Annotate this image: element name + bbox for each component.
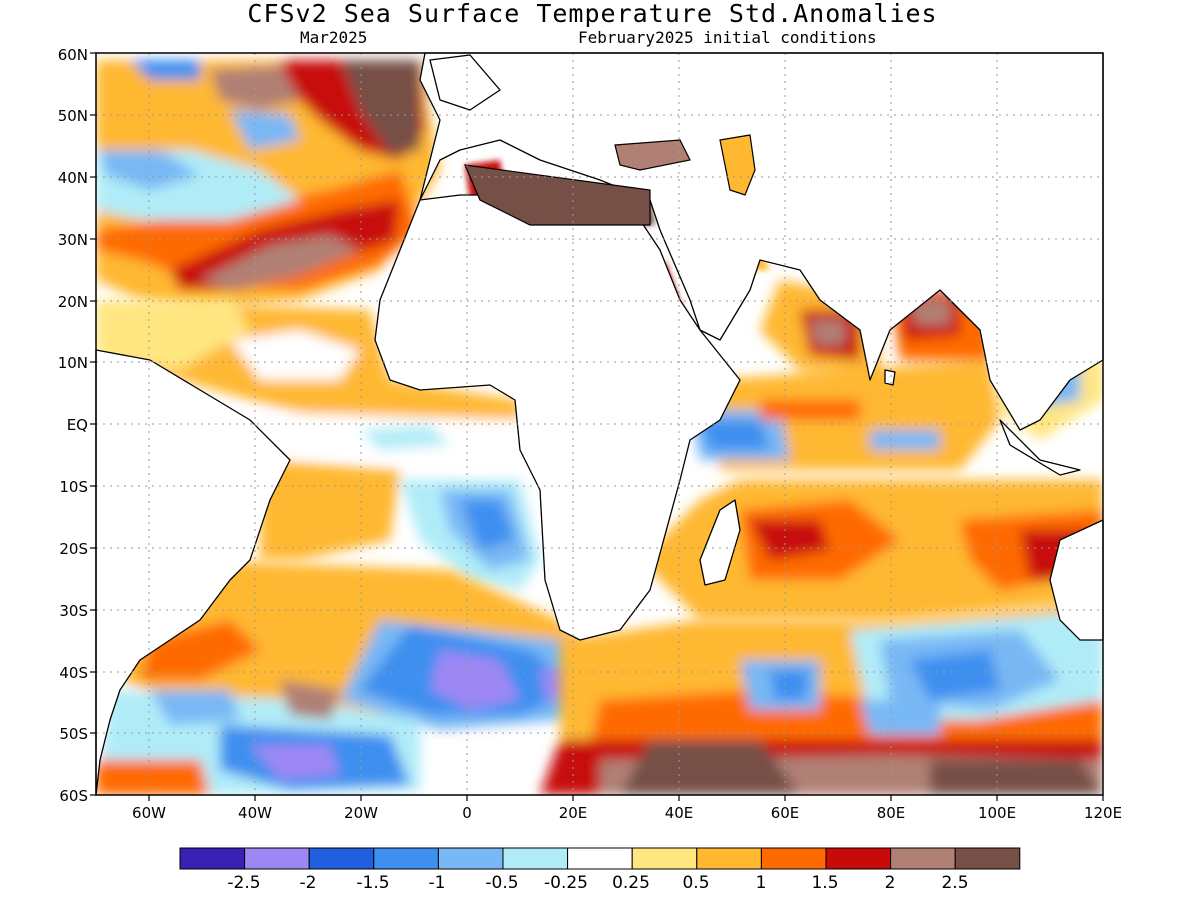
colorbar-label: -2.5 <box>227 873 261 893</box>
lon-label: 40E <box>664 804 694 822</box>
lon-label: 100E <box>977 804 1017 822</box>
lat-label: 30S <box>59 602 88 620</box>
lat-label: 10N <box>57 354 88 372</box>
colorbar-swatch <box>567 847 633 870</box>
colorbar-swatch <box>179 847 246 870</box>
colorbar-swatch <box>696 847 762 870</box>
colorbar-swatch <box>373 847 439 870</box>
colorbar-swatch <box>244 847 310 870</box>
lat-label: 50N <box>57 107 88 125</box>
colorbar-swatch <box>890 847 956 870</box>
forecast-month: Mar2025 <box>300 28 368 47</box>
colorbar-swatch <box>308 847 375 870</box>
chart-title: CFSv2 Sea Surface Temperature Std.Anomal… <box>247 0 938 28</box>
lon-label: 0 <box>462 804 472 822</box>
colorbar-label: -2 <box>299 873 317 893</box>
lat-label: 50S <box>59 725 88 743</box>
lon-label: 40W <box>238 804 272 822</box>
colorbar-label: 1 <box>755 873 767 893</box>
lat-label: 60N <box>57 46 88 64</box>
colorbar-label: 2.5 <box>941 873 969 893</box>
colorbar-label: -1.5 <box>356 873 390 893</box>
lon-label: 60E <box>770 804 800 822</box>
lat-label: 20N <box>57 293 88 311</box>
lat-label: 40N <box>57 169 88 187</box>
lat-label: EQ <box>66 416 88 434</box>
map-grid <box>96 53 1103 795</box>
colorbar-label: 1.5 <box>811 873 839 893</box>
colorbar-label: -1 <box>428 873 446 893</box>
colorbar-label: 2 <box>884 873 896 893</box>
lat-label: 10S <box>59 478 88 496</box>
colorbar-swatch <box>631 847 698 870</box>
lon-label: 20W <box>344 804 378 822</box>
lat-label: 20S <box>59 540 88 558</box>
colorbar-label: 0.25 <box>612 873 650 893</box>
colorbar-label: 0.5 <box>682 873 710 893</box>
lat-label: 60S <box>59 787 88 805</box>
colorbar <box>179 847 1021 870</box>
lon-label: 120E <box>1083 804 1123 822</box>
colorbar-label: -0.5 <box>485 873 519 893</box>
lon-label: 80E <box>876 804 906 822</box>
lon-label: 20E <box>558 804 588 822</box>
colorbar-swatch <box>954 847 1021 870</box>
lon-label: 60W <box>132 804 166 822</box>
colorbar-swatch <box>825 847 892 870</box>
colorbar-swatch <box>437 847 504 870</box>
initial-conditions: February2025 initial conditions <box>578 28 877 47</box>
colorbar-swatch <box>760 847 827 870</box>
lat-label: 40S <box>59 664 88 682</box>
colorbar-swatch <box>502 847 569 870</box>
colorbar-label: -0.25 <box>544 873 588 893</box>
lat-label: 30N <box>57 231 88 249</box>
